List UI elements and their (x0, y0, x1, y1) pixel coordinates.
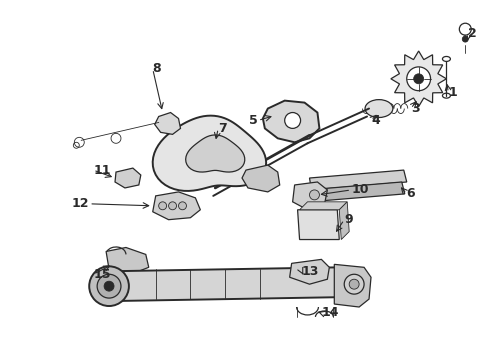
Text: 1: 1 (448, 86, 457, 99)
Circle shape (104, 281, 114, 291)
Text: 14: 14 (321, 306, 339, 319)
Polygon shape (308, 182, 405, 202)
Text: 4: 4 (371, 114, 380, 127)
Polygon shape (310, 170, 407, 190)
Circle shape (285, 113, 300, 129)
Text: 11: 11 (93, 163, 111, 176)
Text: 5: 5 (249, 114, 258, 127)
Text: 2: 2 (468, 27, 477, 40)
Polygon shape (115, 168, 141, 188)
Circle shape (407, 67, 431, 91)
Circle shape (462, 36, 468, 42)
Polygon shape (109, 267, 344, 301)
Text: 13: 13 (301, 265, 319, 278)
Text: 15: 15 (93, 268, 111, 281)
Polygon shape (155, 113, 180, 134)
Circle shape (344, 274, 364, 294)
Polygon shape (297, 210, 339, 239)
Text: 6: 6 (407, 188, 416, 201)
Polygon shape (391, 51, 446, 107)
Polygon shape (299, 202, 347, 210)
Circle shape (97, 274, 121, 298)
Text: 10: 10 (351, 184, 368, 197)
Circle shape (159, 202, 167, 210)
Text: 9: 9 (344, 213, 353, 226)
Text: 3: 3 (411, 102, 419, 115)
Circle shape (349, 279, 359, 289)
Text: 7: 7 (218, 122, 227, 135)
Circle shape (89, 266, 129, 306)
Polygon shape (263, 100, 319, 142)
Polygon shape (293, 182, 327, 210)
Circle shape (178, 202, 187, 210)
Polygon shape (106, 247, 149, 274)
Polygon shape (153, 192, 200, 220)
Polygon shape (153, 116, 266, 191)
Circle shape (310, 190, 319, 200)
Polygon shape (339, 202, 349, 239)
Polygon shape (290, 260, 329, 284)
Circle shape (414, 74, 424, 84)
Text: 8: 8 (153, 62, 161, 75)
Polygon shape (242, 165, 280, 192)
Polygon shape (334, 264, 371, 307)
Polygon shape (186, 135, 245, 172)
Circle shape (169, 202, 176, 210)
Ellipse shape (365, 100, 393, 117)
Text: 12: 12 (72, 197, 89, 210)
